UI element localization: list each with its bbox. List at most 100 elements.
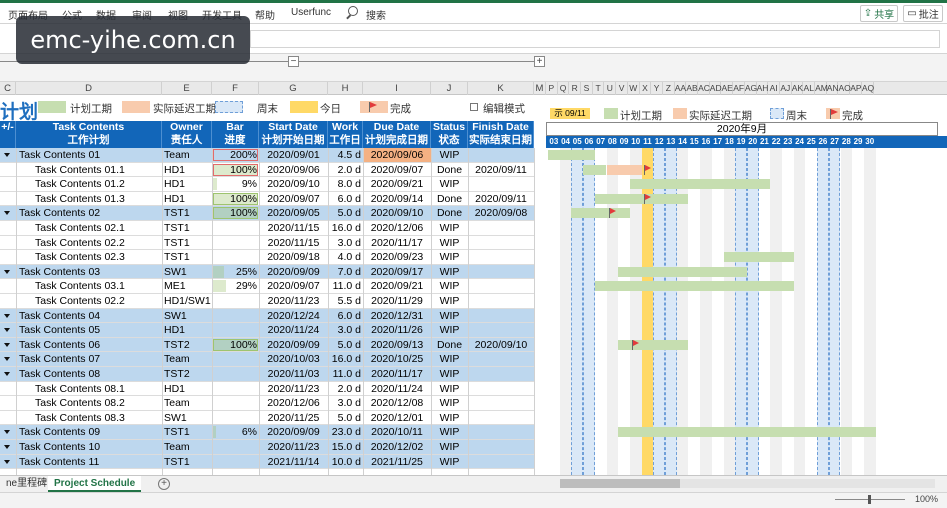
cell-status[interactable]: WIP	[439, 455, 460, 468]
column-header[interactable]: T	[593, 82, 605, 95]
cell-bar[interactable]: 100%	[230, 192, 257, 205]
formula-input[interactable]	[250, 30, 940, 48]
column-header[interactable]: AO	[838, 82, 851, 95]
table-row[interactable]: Task Contents 08.3 SW1 2020/11/25 5.0 d 2020…	[0, 411, 534, 426]
cell-task[interactable]: Task Contents 02	[19, 207, 101, 220]
cell-due[interactable]: 2020/12/08	[370, 397, 424, 410]
cell-bar[interactable]	[212, 250, 259, 264]
cell-due[interactable]: 2020/09/21	[370, 178, 424, 191]
cell-owner[interactable]: HD1	[164, 163, 186, 176]
table-row[interactable]: Task Contents 01.2 HD1 9% 2020/09/10 8.0 d 20…	[0, 177, 534, 192]
cell-finish[interactable]	[468, 382, 534, 396]
column-header[interactable]: AP	[850, 82, 862, 95]
cell-owner[interactable]: HD1	[164, 192, 186, 205]
cell-work[interactable]: 8.0 d	[337, 178, 361, 191]
column-header[interactable]: F	[212, 82, 259, 95]
cell-due[interactable]: 2020/09/10	[370, 207, 424, 220]
cell-start[interactable]: 2020/11/15	[267, 222, 320, 234]
cell-work[interactable]: 7.0 d	[337, 265, 361, 278]
cell-finish[interactable]	[468, 352, 534, 366]
cell-work[interactable]: 11.0 d	[332, 368, 361, 380]
column-header[interactable]: E	[162, 82, 212, 95]
cell-status[interactable]: WIP	[439, 397, 460, 410]
cell-start[interactable]: 2020/09/05	[267, 207, 320, 220]
cell-owner[interactable]: TST2	[164, 368, 190, 380]
cell-start[interactable]: 2020/11/23	[267, 441, 320, 453]
table-row[interactable]: Task Contents 08 TST2 2020/11/03 11.0 d 2020…	[0, 367, 534, 382]
column-header[interactable]: AL	[803, 82, 816, 95]
cell-bar[interactable]: 100%	[230, 163, 257, 176]
table-row[interactable]: Task Contents 01.1 HD1 100% 2020/09/06 2.0 d…	[0, 163, 534, 178]
cell-bar[interactable]	[212, 221, 259, 235]
cell-bar[interactable]	[212, 411, 259, 425]
cell-bar[interactable]	[212, 367, 259, 381]
column-header[interactable]: D	[16, 82, 162, 95]
column-header[interactable]: Q	[558, 82, 570, 95]
sheet-tab-milestone[interactable]: ne里程碑	[6, 478, 48, 489]
cell-status[interactable]: WIP	[439, 251, 460, 264]
column-header[interactable]: V	[616, 82, 628, 95]
column-header[interactable]: P	[546, 82, 558, 95]
column-header[interactable]: AN	[826, 82, 839, 95]
cell-finish[interactable]	[468, 323, 534, 337]
column-header[interactable]: AB	[686, 82, 699, 95]
cell-status[interactable]: Done	[436, 338, 463, 351]
search-icon[interactable]	[348, 6, 358, 16]
table-row[interactable]: Task Contents 01 Team 200% 2020/09/01 4.5 d 2…	[0, 148, 534, 163]
cell-due[interactable]: 2020/11/26	[371, 324, 423, 337]
cell-finish[interactable]	[468, 236, 534, 250]
cell-owner[interactable]: Team	[164, 441, 190, 453]
table-row[interactable]: Task Contents 06 TST2 100% 2020/09/09 5.0 d 2…	[0, 337, 534, 353]
collapse-triangle-icon[interactable]	[4, 328, 10, 333]
cell-status[interactable]: Done	[436, 207, 463, 220]
cell-finish[interactable]	[468, 250, 534, 264]
cell-work[interactable]: 6.0 d	[337, 192, 361, 205]
cell-start[interactable]: 2020/09/09	[267, 265, 320, 278]
cell-due[interactable]: 2020/11/17	[371, 368, 423, 380]
cell-finish[interactable]: 2020/09/10	[474, 338, 528, 351]
cell-start[interactable]: 2020/12/24	[267, 309, 320, 322]
table-row[interactable]: Task Contents 02.2 HD1/SW1 2020/11/23 5.5 d…	[0, 294, 534, 309]
column-header[interactable]: R	[569, 82, 582, 95]
cell-finish[interactable]	[468, 455, 534, 469]
cell-finish[interactable]	[468, 367, 534, 381]
cell-due[interactable]: 2020/09/07	[370, 163, 424, 176]
cell-work[interactable]: 23.0 d	[331, 426, 361, 439]
cell-start[interactable]: 2020/09/07	[267, 280, 320, 293]
cell-work[interactable]: 15.0 d	[331, 441, 361, 453]
cell-finish[interactable]	[468, 294, 534, 308]
cell-work[interactable]: 11.0 d	[332, 280, 361, 293]
column-header[interactable]: AG	[744, 82, 758, 95]
cell-task[interactable]: Task Contents 09	[19, 426, 101, 439]
outline-expand-button[interactable]: +	[534, 56, 545, 67]
column-header[interactable]: S	[581, 82, 593, 95]
tab-userfunc[interactable]: Userfunc	[291, 7, 332, 18]
collapse-triangle-icon[interactable]	[4, 372, 10, 376]
column-header[interactable]: AQ	[861, 82, 875, 95]
horizontal-scrollbar[interactable]	[560, 479, 935, 488]
cell-owner[interactable]: SW1	[164, 309, 187, 322]
collapse-triangle-icon[interactable]	[4, 445, 10, 449]
cell-due[interactable]: 2021/11/25	[371, 455, 423, 468]
table-row[interactable]: Task Contents 07 Team 2020/10/03 16.0 d 2020…	[0, 352, 534, 367]
cell-bar[interactable]: 29%	[235, 280, 257, 293]
cell-task[interactable]: Task Contents 06	[19, 338, 101, 351]
cell-owner[interactable]: ME1	[164, 280, 186, 293]
cell-start[interactable]: 2020/09/07	[267, 192, 320, 205]
cell-bar[interactable]	[212, 309, 259, 323]
cell-finish[interactable]	[468, 279, 534, 293]
cell-task[interactable]: Task Contents 08	[19, 368, 101, 380]
cell-start[interactable]: 2020/11/25	[267, 411, 320, 424]
table-row[interactable]: Task Contents 08.1 HD1 2020/11/23 2.0 d 2020…	[0, 382, 534, 397]
outline-collapse-button[interactable]: −	[288, 56, 299, 67]
cell-finish[interactable]	[468, 221, 534, 235]
table-row[interactable]: Task Contents 02.2 TST1 2020/11/15 3.0 d 202…	[0, 236, 534, 251]
cell-bar[interactable]	[212, 396, 259, 410]
cell-bar[interactable]	[212, 382, 259, 396]
cell-finish[interactable]	[468, 177, 534, 191]
column-header[interactable]: I	[363, 82, 431, 95]
cell-task[interactable]: Task Contents 05	[19, 324, 101, 337]
cell-task[interactable]: Task Contents 08.2	[35, 397, 125, 410]
cell-due[interactable]: 2020/10/25	[370, 353, 424, 366]
cell-task[interactable]: Task Contents 08.3	[35, 411, 125, 424]
